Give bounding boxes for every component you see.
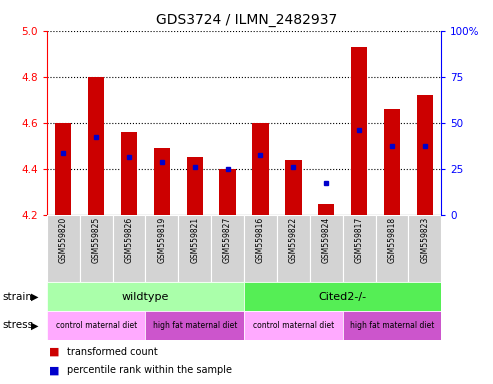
Text: percentile rank within the sample: percentile rank within the sample (67, 365, 232, 375)
Text: GSM559824: GSM559824 (322, 217, 331, 263)
Bar (112, 215, 145, 282)
Bar (417, 95, 433, 215)
Bar (47, 215, 80, 282)
Bar (219, 169, 236, 215)
Bar (145, 311, 244, 340)
Text: high fat maternal diet: high fat maternal diet (350, 321, 434, 330)
Text: GSM559822: GSM559822 (289, 217, 298, 263)
Bar (252, 123, 269, 215)
Bar (351, 47, 367, 215)
Text: GSM559817: GSM559817 (354, 217, 363, 263)
Bar (47, 282, 244, 311)
Bar (384, 109, 400, 215)
Text: GSM559821: GSM559821 (190, 217, 199, 263)
Bar (277, 215, 310, 282)
Bar (121, 132, 137, 215)
Bar (285, 160, 302, 215)
Bar (55, 123, 71, 215)
Text: ▶: ▶ (31, 320, 38, 331)
Text: high fat maternal diet: high fat maternal diet (152, 321, 237, 330)
Bar (376, 215, 408, 282)
Bar (80, 215, 112, 282)
Text: transformed count: transformed count (67, 347, 157, 357)
Bar (343, 215, 376, 282)
Bar (178, 215, 211, 282)
Text: control maternal diet: control maternal diet (253, 321, 334, 330)
Bar (145, 215, 178, 282)
Text: ■: ■ (49, 365, 60, 375)
Bar (318, 204, 334, 215)
Text: Cited2-/-: Cited2-/- (318, 291, 367, 302)
Text: GSM559826: GSM559826 (125, 217, 134, 263)
Bar (88, 77, 105, 215)
Bar (211, 215, 244, 282)
Bar (244, 215, 277, 282)
Text: GSM559827: GSM559827 (223, 217, 232, 263)
Bar (244, 311, 343, 340)
Bar (244, 282, 441, 311)
Text: ▶: ▶ (31, 291, 38, 302)
Text: strain: strain (2, 291, 33, 302)
Text: GDS3724 / ILMN_2482937: GDS3724 / ILMN_2482937 (156, 13, 337, 27)
Text: GSM559816: GSM559816 (256, 217, 265, 263)
Text: stress: stress (2, 320, 34, 331)
Text: ■: ■ (49, 347, 60, 357)
Bar (47, 311, 145, 340)
Bar (408, 215, 441, 282)
Text: wildtype: wildtype (122, 291, 169, 302)
Text: GSM559818: GSM559818 (387, 217, 396, 263)
Bar (186, 157, 203, 215)
Text: GSM559825: GSM559825 (92, 217, 101, 263)
Text: GSM559820: GSM559820 (59, 217, 68, 263)
Bar (154, 148, 170, 215)
Text: GSM559823: GSM559823 (421, 217, 429, 263)
Bar (343, 311, 441, 340)
Bar (310, 215, 343, 282)
Text: control maternal diet: control maternal diet (56, 321, 137, 330)
Text: GSM559819: GSM559819 (157, 217, 166, 263)
